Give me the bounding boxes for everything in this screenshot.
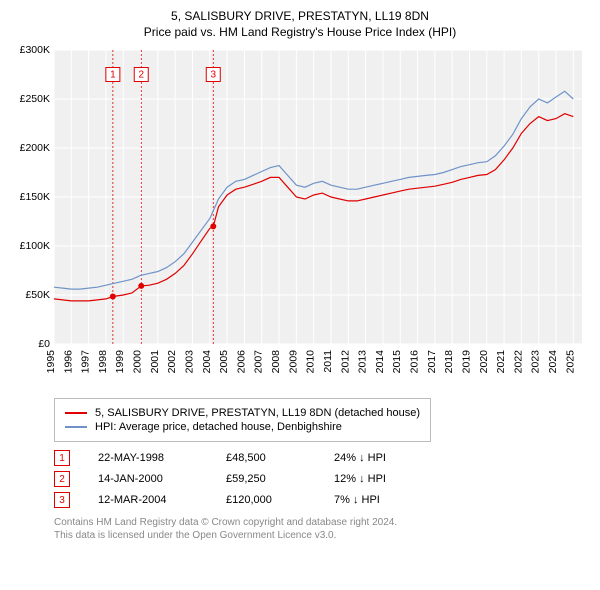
- legend-swatch: [65, 426, 87, 428]
- y-tick-label: £100K: [20, 240, 50, 252]
- x-tick-label: 2003: [183, 350, 195, 374]
- x-tick-label: 2001: [149, 350, 161, 374]
- x-tick-label: 2009: [287, 350, 299, 374]
- transaction-index-box: 3: [54, 492, 70, 508]
- x-tick-label: 2018: [443, 350, 455, 374]
- x-tick-label: 1997: [80, 350, 92, 374]
- transaction-hpi-delta: 24% ↓ HPI: [334, 452, 434, 464]
- y-tick-label: £0: [38, 338, 50, 350]
- marker-box-label: 3: [210, 70, 216, 81]
- x-tick-label: 2021: [495, 350, 507, 374]
- transaction-date: 12-MAR-2004: [98, 494, 198, 506]
- marker-dot: [138, 283, 144, 289]
- marker-dot: [210, 224, 216, 230]
- legend-label: 5, SALISBURY DRIVE, PRESTATYN, LL19 8DN …: [95, 407, 420, 419]
- x-tick-label: 2025: [564, 350, 576, 374]
- x-tick-label: 2016: [409, 350, 421, 374]
- transaction-index-box: 2: [54, 471, 70, 487]
- y-tick-label: £50K: [25, 289, 50, 301]
- x-tick-label: 2006: [235, 350, 247, 374]
- marker-dot: [110, 294, 116, 300]
- x-tick-label: 1995: [45, 350, 57, 374]
- x-tick-label: 2020: [478, 350, 490, 374]
- transaction-row: 1 22-MAY-1998 £48,500 24% ↓ HPI: [54, 450, 588, 466]
- x-tick-label: 2019: [460, 350, 472, 374]
- transaction-hpi-delta: 7% ↓ HPI: [334, 494, 434, 506]
- y-tick-label: £200K: [20, 142, 50, 154]
- x-tick-label: 2011: [322, 350, 334, 373]
- transaction-row: 2 14-JAN-2000 £59,250 12% ↓ HPI: [54, 471, 588, 487]
- plot-area: £0 £50K £100K £150K £200K £250K £300K 1995 1996 1…: [12, 46, 588, 386]
- transaction-row: 3 12-MAR-2004 £120,000 7% ↓ HPI: [54, 492, 588, 508]
- x-tick-label: 2023: [530, 350, 542, 374]
- footer-line-1: Contains HM Land Registry data © Crown c…: [54, 516, 588, 529]
- chart-container: 5, SALISBURY DRIVE, PRESTATYN, LL19 8DN …: [0, 0, 600, 552]
- x-tick-label: 2012: [339, 350, 351, 374]
- legend: 5, SALISBURY DRIVE, PRESTATYN, LL19 8DN …: [54, 398, 431, 442]
- x-tick-label: 2014: [374, 350, 386, 374]
- x-tick-label: 2024: [547, 350, 559, 374]
- x-tick-label: 1999: [114, 350, 126, 374]
- x-tick-label: 2010: [305, 350, 317, 374]
- transaction-price: £59,250: [226, 473, 306, 485]
- marker-box-label: 2: [138, 70, 144, 81]
- x-tick-label: 2004: [201, 350, 213, 374]
- x-tick-label: 2015: [391, 350, 403, 374]
- x-tick-label: 2013: [357, 350, 369, 374]
- x-tick-label: 2022: [512, 350, 524, 374]
- x-tick-label: 2017: [426, 350, 438, 374]
- transaction-price: £48,500: [226, 452, 306, 464]
- y-tick-label: £150K: [20, 191, 50, 203]
- plot-svg: £0 £50K £100K £150K £200K £250K £300K 1995 1996 1…: [12, 46, 588, 386]
- title-line-1: 5, SALISBURY DRIVE, PRESTATYN, LL19 8DN: [12, 8, 588, 24]
- y-tick-label: £250K: [20, 93, 50, 105]
- legend-label: HPI: Average price, detached house, Denb…: [95, 421, 342, 433]
- marker-box-label: 1: [110, 70, 116, 81]
- transaction-hpi-delta: 12% ↓ HPI: [334, 473, 434, 485]
- transaction-date: 14-JAN-2000: [98, 473, 198, 485]
- legend-item: 5, SALISBURY DRIVE, PRESTATYN, LL19 8DN …: [65, 407, 420, 419]
- footer-note: Contains HM Land Registry data © Crown c…: [54, 516, 588, 542]
- x-tick-label: 2000: [132, 350, 144, 374]
- transactions-table: 1 22-MAY-1998 £48,500 24% ↓ HPI 2 14-JAN-2000…: [54, 450, 588, 508]
- transaction-date: 22-MAY-1998: [98, 452, 198, 464]
- chart-title: 5, SALISBURY DRIVE, PRESTATYN, LL19 8DN …: [12, 8, 588, 40]
- x-tick-label: 2005: [218, 350, 230, 374]
- footer-line-2: This data is licensed under the Open Gov…: [54, 529, 588, 542]
- transaction-index-box: 1: [54, 450, 70, 466]
- x-tick-label: 1996: [62, 350, 74, 374]
- y-tick-label: £300K: [20, 46, 50, 56]
- x-tick-label: 2002: [166, 350, 178, 374]
- legend-swatch: [65, 412, 87, 414]
- x-tick-label: 2008: [270, 350, 282, 374]
- x-tick-label: 2007: [253, 350, 265, 374]
- transaction-price: £120,000: [226, 494, 306, 506]
- legend-item: HPI: Average price, detached house, Denb…: [65, 421, 420, 433]
- x-tick-label: 1998: [97, 350, 109, 374]
- title-line-2: Price paid vs. HM Land Registry's House …: [12, 24, 588, 40]
